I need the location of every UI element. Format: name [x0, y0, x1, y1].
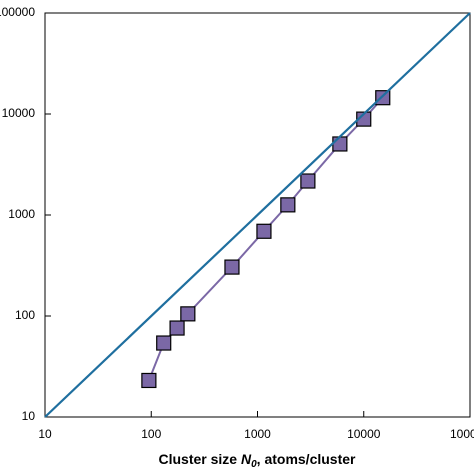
- marker: [300, 173, 316, 189]
- x-label-part: , atoms/cluster: [257, 451, 356, 467]
- x-tick-label: 10: [38, 427, 52, 441]
- y-tick-label: 1000: [8, 207, 35, 221]
- marker: [141, 372, 157, 389]
- x-tick-label: 1000: [244, 427, 271, 441]
- y-tick-label: 10000: [2, 106, 36, 120]
- marker: [180, 306, 196, 322]
- y-tick-label: 10: [22, 409, 36, 423]
- marker: [375, 90, 391, 106]
- marker: [332, 136, 348, 152]
- x-tick-label: 100: [141, 427, 161, 441]
- x-tick-label: 10000: [347, 427, 381, 441]
- marker: [169, 320, 185, 336]
- marker: [156, 335, 172, 351]
- marker: [356, 111, 372, 127]
- y-tick-label: 100: [15, 308, 35, 322]
- series-line: [147, 97, 384, 381]
- series-line: [44, 12, 471, 418]
- marker: [224, 259, 240, 275]
- x-label-part: Cluster size: [159, 451, 241, 467]
- marker: [280, 197, 296, 213]
- x-label-part: 0: [251, 459, 257, 470]
- x-axis-label: Cluster size N0, atoms/cluster: [159, 451, 357, 470]
- marker: [256, 223, 272, 239]
- x-label-part: N: [241, 451, 252, 467]
